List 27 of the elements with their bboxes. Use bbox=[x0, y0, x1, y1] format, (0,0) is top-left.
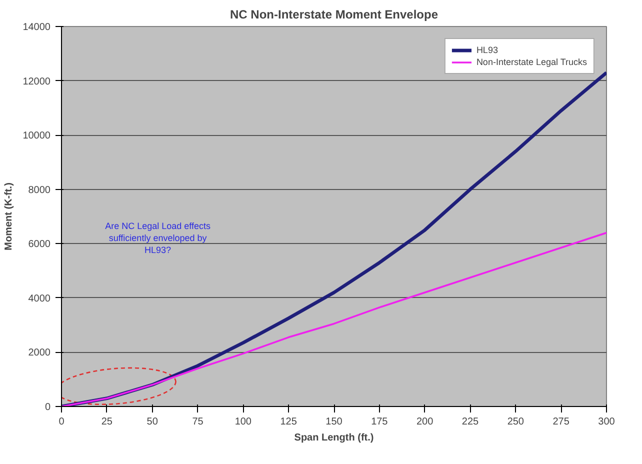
x-tick-label: 125 bbox=[280, 416, 298, 428]
y-tick-label: 14000 bbox=[22, 22, 51, 33]
x-tick-label: 75 bbox=[192, 416, 204, 428]
y-tick-label: 2000 bbox=[28, 348, 51, 359]
x-tick-label: 100 bbox=[234, 416, 252, 428]
y-tick-label: 10000 bbox=[22, 130, 51, 142]
x-tick-label: 300 bbox=[598, 416, 616, 428]
legend-label: Non-Interstate Legal Trucks bbox=[476, 57, 587, 67]
x-tick-label: 275 bbox=[552, 416, 570, 428]
legend-label: HL93 bbox=[476, 45, 498, 55]
y-tick-label: 6000 bbox=[28, 239, 51, 250]
y-tick-label: 12000 bbox=[22, 76, 51, 88]
y-tick-label: 4000 bbox=[28, 293, 51, 304]
x-tick-label: 0 bbox=[58, 416, 65, 428]
x-tick-label: 200 bbox=[416, 416, 434, 428]
x-tick-label: 50 bbox=[146, 416, 158, 428]
x-axis-title: Span Length (ft.) bbox=[294, 432, 374, 444]
y-tick-label: 8000 bbox=[28, 184, 51, 196]
chart-title: NC Non-Interstate Moment Envelope bbox=[230, 8, 438, 22]
x-tick-label: 25 bbox=[101, 416, 113, 428]
x-tick-label: 175 bbox=[371, 416, 388, 428]
x-tick-label: 150 bbox=[326, 416, 343, 428]
y-axis-title: Moment (K-ft.) bbox=[4, 182, 15, 250]
x-tick-label: 225 bbox=[462, 416, 480, 428]
x-tick-label: 250 bbox=[507, 416, 524, 428]
annotation: Are NC Legal Load effects sufficiently enveloped by HL93? bbox=[105, 221, 211, 256]
y-tick-label: 0 bbox=[44, 402, 51, 413]
